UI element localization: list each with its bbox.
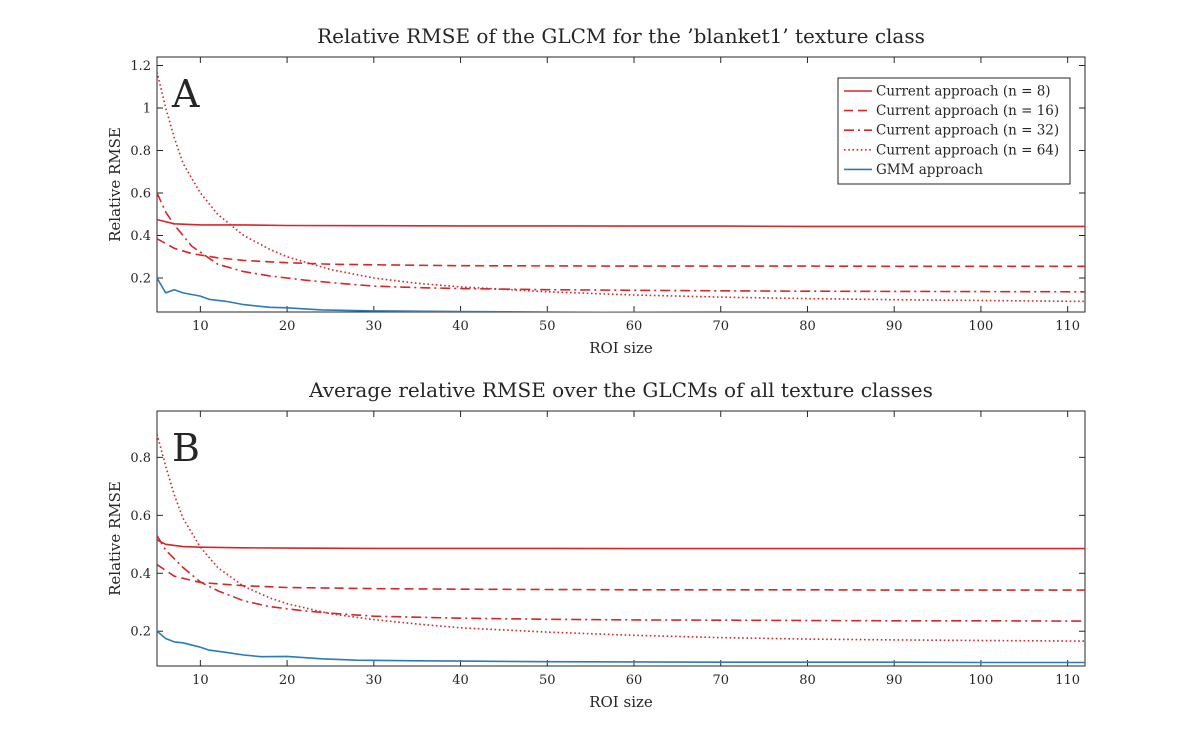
x-tick-label: 10	[192, 673, 209, 688]
series-line-2	[157, 192, 1085, 293]
series-line-3	[157, 433, 1085, 642]
x-tick-label: 100	[969, 673, 994, 688]
series-line-4	[157, 277, 704, 312]
y-tick-label: 0.4	[130, 229, 151, 244]
legend-box	[837, 77, 1071, 185]
x-axis-label: ROI size	[589, 693, 653, 711]
legend-entry-0: Current approach (n = 8)	[876, 84, 1051, 100]
panel-b: 10 20 30 40 50 60 70 80 90 100 110 0.2 0.4 0.6 0.8 Aver…	[106, 378, 1086, 711]
x-tick-label: 10	[192, 319, 209, 334]
x-tick-label: 70	[712, 319, 729, 334]
x-tick-label: 40	[452, 319, 469, 334]
y-tick-label: 0.6	[130, 187, 151, 202]
legend: Current approach (n = 8) Current approach…	[837, 77, 1071, 185]
panel-letter: B	[172, 426, 200, 470]
x-tick-label: 90	[886, 319, 903, 334]
legend-entry-3: Current approach (n = 64)	[876, 142, 1059, 158]
x-tick-label: 40	[452, 673, 469, 688]
y-tick-label: 1	[143, 102, 151, 117]
x-axis-label: ROI size	[589, 339, 653, 357]
x-tick-label: 20	[279, 319, 296, 334]
x-tick-label: 30	[366, 673, 383, 688]
series-line-1	[157, 563, 1085, 591]
x-tick-label: 30	[366, 319, 383, 334]
chart-title: Relative RMSE of the GLCM for the ’blank…	[317, 24, 925, 48]
x-tick-label: 50	[539, 673, 556, 688]
series-line-4	[157, 630, 1085, 664]
x-tick-label: 60	[626, 673, 643, 688]
x-tick-label: 70	[712, 673, 729, 688]
axes-box	[156, 410, 1086, 667]
x-tick-label: 80	[799, 673, 816, 688]
x-tick-label: 50	[539, 319, 556, 334]
x-tick-label: 100	[969, 319, 994, 334]
series-group	[157, 433, 1085, 664]
x-tick-label: 60	[626, 319, 643, 334]
x-tick-label: 110	[1055, 319, 1080, 334]
x-tick-label: 110	[1055, 673, 1080, 688]
y-axis-label: Relative RMSE	[106, 481, 124, 596]
x-tick-label: 80	[799, 319, 816, 334]
series-group	[157, 71, 1085, 312]
y-tick-label: 0.8	[130, 144, 151, 159]
legend-entry-4: GMM approach	[876, 162, 983, 178]
y-axis-label: Relative RMSE	[106, 127, 124, 242]
y-tick-label: 0.4	[130, 567, 151, 582]
y-tick-label: 0.2	[130, 625, 151, 640]
series-line-0	[157, 539, 1085, 550]
series-line-3	[157, 71, 1085, 303]
panel-letter: A	[171, 72, 200, 116]
legend-entry-1: Current approach (n = 16)	[876, 103, 1059, 119]
y-tick-label: 0.2	[130, 272, 151, 287]
y-tick-label: 0.8	[130, 451, 151, 466]
x-tick-label: 90	[886, 673, 903, 688]
series-line-1	[157, 238, 1085, 268]
chart-title: Average relative RMSE over the GLCMs of …	[308, 378, 933, 402]
y-tick-label: 1.2	[130, 59, 151, 74]
y-tick-label: 0.6	[130, 509, 151, 524]
panel-a: 10 20 30 40 50 60 70 80 90 100 110 0.2 0.4 0.6 0.8 1 1.2…	[106, 24, 1086, 357]
x-tick-label: 20	[279, 673, 296, 688]
series-line-0	[157, 218, 1085, 228]
legend-entry-2: Current approach (n = 32)	[876, 123, 1059, 139]
series-line-2	[157, 535, 1085, 622]
